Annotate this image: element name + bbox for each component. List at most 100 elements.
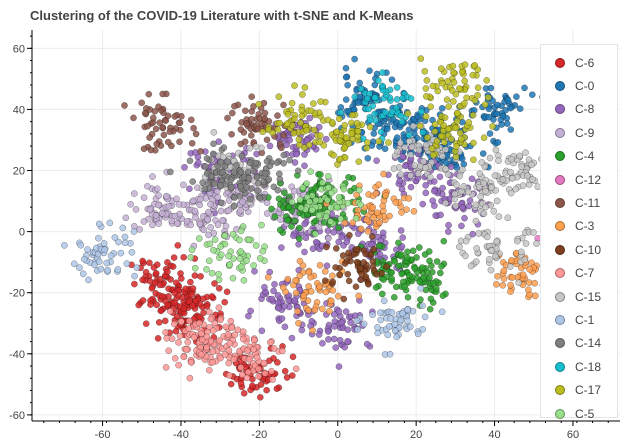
legend-item-c-0[interactable]: C-0 <box>541 74 617 97</box>
legend-item-c-17[interactable]: C-17 <box>541 378 617 401</box>
point-c-6 <box>223 288 231 296</box>
legend-swatch <box>555 268 565 279</box>
point-c-17 <box>429 151 437 159</box>
legend-item-c-5[interactable]: C-5 <box>541 402 617 425</box>
point-c-17 <box>448 87 456 94</box>
point-c-17 <box>316 132 324 140</box>
point-c-18 <box>379 82 386 90</box>
point-c-4 <box>275 195 283 203</box>
point-c-4 <box>288 223 295 230</box>
point-c-14 <box>230 168 238 176</box>
point-c-15 <box>488 184 495 191</box>
point-c-5 <box>237 248 245 255</box>
point-c-8 <box>445 221 452 229</box>
point-c-1 <box>386 350 394 358</box>
legend-label: C-4 <box>575 149 595 164</box>
point-c-10 <box>323 243 330 251</box>
point-c-6 <box>171 299 179 307</box>
point-c-7 <box>243 347 251 354</box>
point-c-6 <box>188 291 195 299</box>
legend-item-c-1[interactable]: C-1 <box>541 308 617 331</box>
point-c-9 <box>205 208 212 216</box>
legend-item-c-14[interactable]: C-14 <box>541 332 617 355</box>
legend-item-c-11[interactable]: C-11 <box>541 191 617 214</box>
point-c-8 <box>258 327 266 335</box>
point-c-4 <box>426 305 434 313</box>
point-c-17 <box>354 127 362 135</box>
point-c-9 <box>122 214 130 222</box>
point-c-17 <box>431 128 439 135</box>
point-c-6 <box>180 305 188 313</box>
point-c-7 <box>175 339 182 346</box>
point-c-7 <box>243 374 251 382</box>
point-c-6 <box>171 289 178 297</box>
point-c-10 <box>321 277 329 285</box>
point-c-9 <box>237 207 244 215</box>
point-c-4 <box>276 226 284 234</box>
point-c-4 <box>423 268 431 276</box>
point-c-5 <box>195 235 203 242</box>
point-c-9 <box>290 187 298 195</box>
point-c-6 <box>170 254 178 261</box>
legend-item-c-15[interactable]: C-15 <box>541 285 617 308</box>
point-c-10 <box>373 271 381 278</box>
point-c-3 <box>325 307 333 315</box>
point-c-5 <box>240 276 248 284</box>
point-c-17 <box>450 98 457 105</box>
point-c-18 <box>393 84 401 91</box>
point-c-11 <box>274 112 281 119</box>
point-c-6 <box>161 317 169 325</box>
point-c-5 <box>335 194 343 201</box>
legend-item-c-3[interactable]: C-3 <box>541 215 617 238</box>
point-c-11 <box>146 134 153 141</box>
legend-item-c-4[interactable]: C-4 <box>541 145 617 168</box>
point-c-17 <box>453 143 460 150</box>
point-c-17 <box>336 137 344 145</box>
point-c-8 <box>291 297 298 304</box>
legend-item-c-10[interactable]: C-10 <box>541 238 617 261</box>
point-c-7 <box>250 336 258 344</box>
point-c-17 <box>456 85 463 92</box>
point-c-5 <box>256 255 264 262</box>
point-c-9 <box>197 195 204 203</box>
point-c-15 <box>460 183 468 190</box>
point-c-1 <box>404 317 411 325</box>
point-c-10 <box>344 270 352 278</box>
point-c-8 <box>338 319 345 326</box>
point-c-11 <box>121 102 128 109</box>
point-c-5 <box>250 262 257 269</box>
point-c-9 <box>127 200 134 208</box>
legend-item-c-7[interactable]: C-7 <box>541 262 617 285</box>
legend-item-c-6[interactable]: C-6 <box>541 51 617 74</box>
point-c-15 <box>390 165 398 172</box>
legend-item-c-8[interactable]: C-8 <box>541 98 617 121</box>
point-c-1 <box>385 323 393 330</box>
point-c-7 <box>168 335 176 343</box>
point-c-5 <box>325 184 333 191</box>
legend-item-c-12[interactable]: C-12 <box>541 168 617 191</box>
point-c-15 <box>467 262 475 270</box>
point-c-14 <box>219 168 227 176</box>
point-c-8 <box>335 238 343 246</box>
point-c-6 <box>180 253 188 261</box>
point-c-17 <box>453 117 461 125</box>
point-c-8 <box>286 136 294 144</box>
point-c-3 <box>525 279 533 286</box>
point-c-8 <box>323 262 331 270</box>
point-c-14 <box>255 179 262 187</box>
point-c-15 <box>478 159 486 166</box>
y-tick-label: -60 <box>9 410 25 422</box>
point-c-15 <box>508 155 515 163</box>
point-c-17 <box>441 114 449 121</box>
point-c-7 <box>162 364 170 371</box>
point-c-8 <box>343 238 351 246</box>
point-c-0 <box>485 105 493 113</box>
point-c-1 <box>377 309 384 317</box>
point-c-17 <box>330 151 337 159</box>
point-c-9 <box>146 206 154 213</box>
legend-item-c-18[interactable]: C-18 <box>541 355 617 378</box>
point-c-1 <box>377 316 384 324</box>
legend-swatch <box>555 127 565 138</box>
legend-item-c-9[interactable]: C-9 <box>541 121 617 144</box>
point-c-4 <box>433 258 441 265</box>
